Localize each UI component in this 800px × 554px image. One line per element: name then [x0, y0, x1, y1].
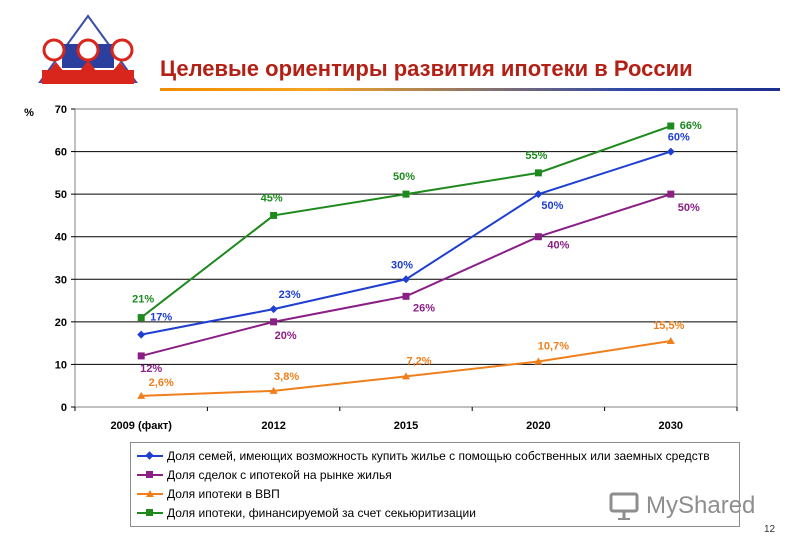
data-label-families: 23% — [279, 289, 301, 301]
data-label-families: 30% — [391, 259, 413, 271]
page-title: Целевые ориентиры развития ипотеки в Рос… — [160, 56, 693, 81]
y-tick-label: 0 — [61, 402, 67, 414]
y-axis-label: % — [24, 107, 34, 119]
legend-label: Доля сделок с ипотекой на рынке жилья — [167, 467, 392, 482]
data-label-deals: 50% — [678, 202, 700, 214]
legend-item-gdp: Доля ипотеки в ВВП — [137, 484, 733, 503]
data-label-deals: 40% — [547, 240, 569, 252]
data-label-deals: 20% — [275, 330, 297, 342]
y-tick-label: 30 — [55, 274, 67, 286]
data-point-securitization — [534, 169, 542, 177]
data-point-deals — [402, 292, 410, 300]
legend-label: Доля семей, имеющих возможность купить ж… — [167, 448, 710, 463]
data-point-deals — [270, 318, 278, 326]
watermark-text: MyShared — [646, 492, 756, 519]
myshared-watermark: MyShared — [608, 492, 755, 520]
data-point-families — [269, 305, 278, 314]
legend-swatch-icon — [137, 470, 163, 480]
house-logo-icon — [38, 14, 138, 84]
y-tick-label: 60 — [55, 147, 67, 159]
data-label-gdp: 10,7% — [538, 340, 569, 352]
x-tick-label: 2012 — [261, 420, 285, 432]
data-point-deals — [137, 352, 145, 360]
x-tick-label: 2030 — [659, 420, 683, 432]
x-tick-label: 2009 (факт) — [110, 420, 172, 432]
legend-label: Доля ипотеки, финансируемой за счет секь… — [167, 505, 476, 520]
y-tick-label: 20 — [55, 317, 67, 329]
data-label-families: 17% — [150, 312, 172, 324]
legend-swatch-icon — [137, 489, 163, 499]
data-label-gdp: 7,2% — [406, 355, 431, 367]
data-point-families — [402, 275, 410, 284]
chart-legend: Доля семей, имеющих возможность купить ж… — [130, 442, 740, 527]
data-point-families — [137, 330, 146, 339]
data-label-gdp: 3,8% — [274, 371, 299, 383]
data-label-deals: 12% — [140, 363, 162, 375]
data-label-deals: 26% — [413, 302, 435, 314]
data-point-deals — [534, 233, 542, 241]
presentation-board-icon — [609, 492, 639, 520]
data-point-gdp — [666, 337, 675, 345]
data-label-securitization: 66% — [680, 120, 702, 132]
data-point-families — [666, 147, 675, 156]
x-tick-label: 2015 — [394, 420, 418, 432]
data-point-securitization — [667, 122, 675, 130]
data-label-gdp: 2,6% — [149, 377, 174, 389]
legend-item-securitization: Доля ипотеки, финансируемой за счет секь… — [137, 503, 733, 522]
legend-label: Доля ипотеки в ВВП — [167, 486, 280, 501]
data-point-deals — [667, 190, 675, 198]
data-label-gdp: 15,5% — [653, 320, 684, 332]
data-label-securitization: 21% — [132, 294, 154, 306]
legend-item-deals: Доля сделок с ипотекой на рынке жилья — [137, 465, 733, 484]
data-label-securitization: 50% — [393, 171, 415, 183]
legend-item-families: Доля семей, имеющих возможность купить ж… — [137, 446, 733, 465]
title-underline — [160, 88, 780, 91]
data-label-families: 50% — [541, 200, 563, 212]
data-point-gdp — [534, 357, 543, 365]
data-label-securitization: 55% — [525, 150, 547, 162]
y-tick-label: 10 — [55, 359, 67, 371]
data-point-gdp — [402, 372, 410, 380]
data-point-gdp — [269, 386, 278, 394]
data-label-families: 60% — [668, 132, 690, 144]
y-tick-label: 40 — [55, 232, 67, 244]
data-point-families — [534, 190, 543, 199]
legend-swatch-icon — [137, 450, 163, 461]
data-point-securitization — [137, 314, 145, 322]
data-point-securitization — [402, 190, 410, 198]
data-point-securitization — [270, 211, 278, 219]
data-point-gdp — [137, 391, 146, 399]
data-label-securitization: 45% — [261, 192, 283, 204]
y-tick-label: 50 — [55, 189, 67, 201]
legend-swatch-icon — [137, 508, 163, 518]
x-tick-label: 2020 — [526, 420, 550, 432]
y-tick-label: 70 — [55, 104, 67, 116]
plot-area — [74, 108, 738, 408]
page-number: 12 — [764, 524, 776, 535]
